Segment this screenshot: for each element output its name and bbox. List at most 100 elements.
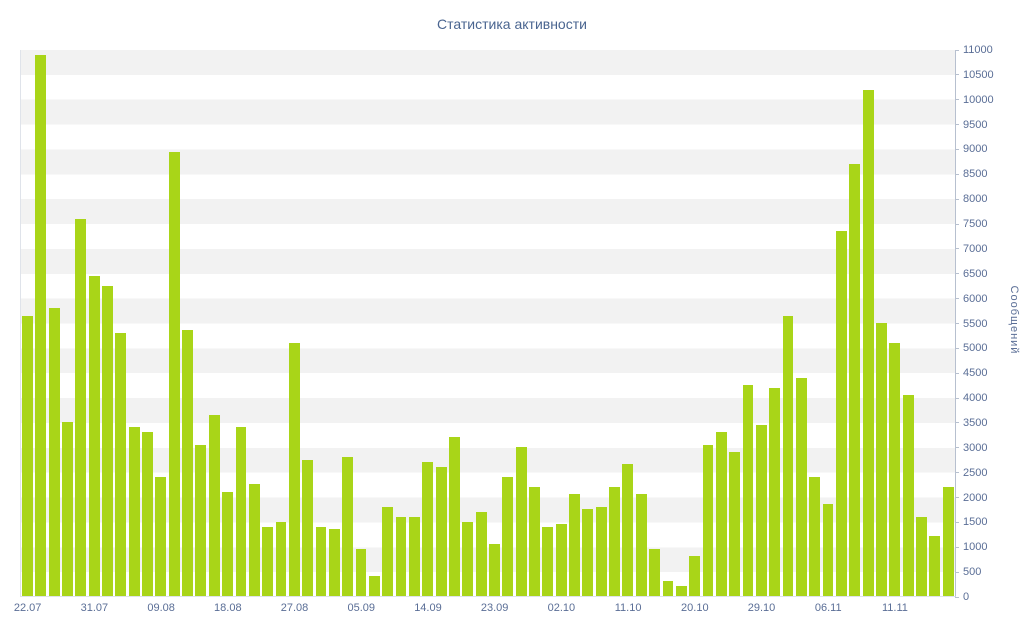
bar[interactable] [515,447,527,596]
bar[interactable] [355,548,367,596]
y-tick: 5500 [955,318,987,330]
bar[interactable] [809,476,821,596]
x-tick-label: 09.08 [147,602,175,614]
bar[interactable] [102,285,113,596]
bar[interactable] [609,486,620,596]
bar[interactable] [235,427,247,596]
bar[interactable] [689,556,701,596]
bar[interactable] [942,486,954,596]
bar[interactable] [195,444,207,596]
bar[interactable] [822,504,834,596]
y-tick: 7000 [955,243,987,255]
bar[interactable] [769,387,781,596]
y-tick: 3000 [955,442,987,454]
bar[interactable] [35,54,47,596]
bar[interactable] [75,218,87,596]
bar[interactable] [702,444,714,596]
y-tick-mark [955,323,959,324]
bar[interactable] [128,427,140,596]
bar[interactable] [62,422,73,596]
y-tick-mark [955,546,959,548]
y-tick: 8500 [955,168,987,180]
x-tick-label: 22.07 [13,602,42,614]
bar[interactable] [675,586,687,596]
bar[interactable] [275,521,287,596]
bar[interactable] [462,521,474,596]
bar[interactable] [22,315,33,596]
y-tick: 2500 [955,467,987,479]
y-tick: 6000 [955,293,987,305]
bar[interactable] [876,323,887,596]
plot-area: 22.07 31.07 09.08 18.08 27.08 05.09 14.09 23.09… [14,50,956,614]
bar[interactable] [449,437,460,596]
bar[interactable] [315,526,327,596]
bar[interactable] [902,394,914,596]
y-tick-label: 5000 [963,342,988,355]
y-tick: 11000 [955,44,993,56]
y-tick: 7500 [955,218,987,230]
bar[interactable] [755,424,767,596]
bar[interactable] [342,457,354,596]
y-tick: 8000 [955,193,987,205]
bar[interactable] [435,466,447,596]
bar[interactable] [48,308,60,596]
bar[interactable] [408,516,420,596]
bar[interactable] [208,414,220,596]
y-tick: 3500 [955,417,987,429]
x-tick-label: 29.10 [747,602,776,614]
y-tick-label: 500 [963,566,982,579]
bar[interactable] [395,516,407,596]
x-tick-label: 27.08 [280,602,309,614]
bar[interactable] [595,506,607,596]
x-tick-label: 20.10 [681,602,709,614]
bar[interactable] [529,486,540,596]
bar[interactable] [622,464,634,596]
bar[interactable] [288,342,300,596]
bar[interactable] [649,548,660,596]
bar[interactable] [916,516,927,596]
bar[interactable] [929,536,941,596]
bar[interactable] [889,342,901,596]
bar[interactable] [262,526,274,596]
bar[interactable] [489,543,500,596]
bar[interactable] [168,151,180,596]
bar[interactable] [635,494,647,596]
bar[interactable] [782,315,794,596]
y-tick-label: 2000 [963,491,988,504]
bar[interactable] [742,385,754,596]
bar[interactable] [115,332,127,596]
bar[interactable] [182,330,193,596]
bar[interactable] [835,231,847,596]
bar[interactable] [729,452,741,596]
y-tick-label: 8500 [963,168,988,181]
bar[interactable] [582,509,594,596]
bar[interactable] [475,511,487,596]
bar[interactable] [142,432,153,596]
bar[interactable] [88,275,100,596]
bar[interactable] [302,459,314,596]
bar[interactable] [248,484,260,596]
y-tick-label: 2500 [963,466,988,479]
y-tick-label: 11000 [963,44,993,56]
bar[interactable] [715,432,727,596]
bar[interactable] [862,89,874,596]
bar[interactable] [368,576,380,596]
bar[interactable] [382,506,394,596]
bar[interactable] [542,526,554,596]
bar[interactable] [569,494,580,596]
bar[interactable] [422,461,434,596]
x-tick-label: 06.11 [814,602,842,614]
bar[interactable] [328,529,340,596]
bar[interactable] [795,377,807,596]
y-tick: 4500 [955,367,987,379]
bar[interactable] [555,524,567,596]
y-tick-label: 4000 [963,392,988,405]
bar[interactable] [155,476,167,596]
y-tick-mark [955,596,959,598]
y-tick-mark [955,447,959,449]
bar[interactable] [222,491,233,596]
bar[interactable] [662,581,674,596]
bar[interactable] [849,164,861,596]
bar[interactable] [502,476,514,596]
